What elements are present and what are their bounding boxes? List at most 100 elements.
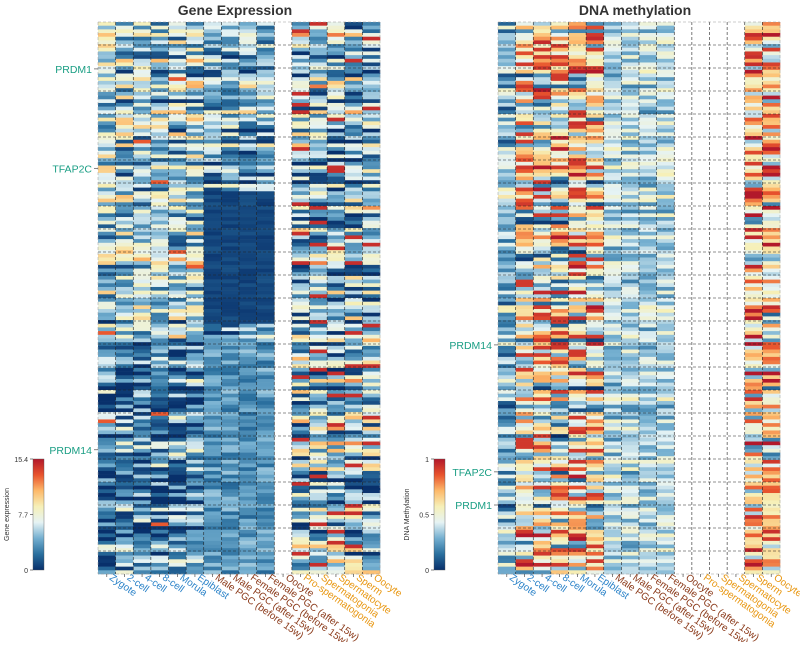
heatmap-cell [203, 375, 222, 380]
heatmap-cell [256, 441, 275, 446]
heatmap-cell [568, 309, 587, 314]
heatmap-cell [309, 544, 328, 549]
heatmap-cell [639, 456, 657, 461]
heatmap-cell [656, 515, 675, 520]
heatmap-cell [515, 143, 534, 148]
heatmap-cell [150, 183, 169, 188]
heatmap-cell [168, 261, 187, 266]
heatmap-cell [744, 44, 763, 49]
heatmap-cell [586, 412, 605, 417]
heatmap-cell [656, 375, 675, 380]
heatmap-cell [533, 456, 552, 461]
heatmap-cell [568, 136, 587, 141]
heatmap-cell [568, 47, 587, 52]
heatmap-cell [744, 235, 763, 240]
heatmap-cell [515, 91, 534, 96]
heatmap-cell [168, 228, 187, 233]
heatmap-cell [639, 415, 657, 420]
heatmap-cell [344, 504, 363, 509]
heatmap-cell [603, 275, 622, 280]
heatmap-cell [221, 323, 240, 328]
heatmap-cell [550, 114, 569, 118]
heatmap-cell [744, 224, 763, 229]
heatmap-cell [515, 334, 534, 339]
heatmap-cell [603, 191, 622, 196]
heatmap-cell [603, 294, 622, 299]
heatmap-cell [256, 202, 275, 207]
heatmap-cell [344, 309, 363, 314]
heatmap-cell [621, 489, 640, 494]
heatmap-cell [168, 533, 187, 538]
heatmap-cell [498, 275, 516, 280]
heatmap-cell [362, 478, 381, 483]
heatmap-cell [115, 44, 134, 49]
heatmap-cell [291, 91, 310, 96]
heatmap-cell [133, 386, 152, 391]
heatmap-cell [762, 522, 781, 527]
heatmap-cell [256, 25, 275, 30]
heatmap-cell [550, 29, 569, 34]
heatmap-cell [550, 169, 569, 174]
heatmap-cell [344, 128, 363, 133]
heatmap-cell [362, 228, 381, 233]
heatmap-cell [550, 290, 569, 295]
heatmap-cell [586, 331, 605, 336]
heatmap-cell [203, 220, 222, 225]
heatmap-cell [186, 165, 205, 170]
heatmap-cell [533, 44, 552, 49]
heatmap-cell [203, 66, 222, 71]
heatmap-cell [344, 540, 363, 545]
heatmap-cell [621, 327, 640, 332]
heatmap-cell [133, 426, 152, 431]
heatmap-cell [533, 419, 552, 424]
heatmap-cell [533, 206, 552, 210]
heatmap-cell [221, 551, 240, 556]
heatmap-cell [762, 29, 781, 34]
heatmap-cell [98, 419, 116, 424]
heatmap-cell [362, 206, 381, 210]
heatmap-cell [533, 430, 552, 435]
heatmap-cell [309, 456, 328, 461]
heatmap-cell [291, 474, 310, 479]
heatmap-cell [362, 33, 381, 38]
heatmap-cell [621, 404, 640, 409]
heatmap-cell [115, 69, 134, 74]
heatmap-cell [498, 176, 516, 181]
heatmap-cell [744, 117, 763, 122]
heatmap-cell [568, 202, 587, 207]
heatmap-cell [533, 526, 552, 531]
heatmap-panel-dna-methylation: DNA methylationZygote2-cell4-cell8-cellM… [404, 2, 800, 647]
heatmap-cell [533, 77, 552, 82]
heatmap-cell [498, 529, 516, 534]
heatmap-cell [133, 22, 152, 26]
heatmap-cell [568, 489, 587, 494]
heatmap-cell [327, 360, 346, 365]
heatmap-cell [221, 437, 240, 442]
heatmap-cell [515, 360, 534, 365]
heatmap-cell [550, 408, 569, 413]
heatmap-cell [762, 47, 781, 52]
heatmap-cell [533, 58, 552, 63]
heatmap-cell [133, 500, 152, 505]
heatmap-cell [133, 507, 152, 512]
heatmap-cell [568, 459, 587, 464]
heatmap-cell [133, 235, 152, 240]
heatmap-cell [656, 408, 675, 413]
heatmap-cell [762, 371, 781, 376]
heatmap-cell [362, 246, 381, 251]
heatmap-cell [621, 533, 640, 538]
heatmap-cell [568, 526, 587, 531]
heatmap-cell [762, 533, 781, 538]
heatmap-cell [309, 489, 328, 494]
heatmap-cell [515, 390, 534, 394]
heatmap-cell [603, 139, 622, 144]
heatmap-cell [133, 40, 152, 45]
heatmap-cell [344, 150, 363, 155]
heatmap-cell [362, 537, 381, 542]
heatmap-cell [115, 423, 134, 428]
heatmap-cell [656, 412, 675, 417]
heatmap-cell [515, 213, 534, 218]
heatmap-cell [586, 268, 605, 273]
heatmap-cell [498, 206, 516, 210]
heatmap-cell [603, 25, 622, 30]
